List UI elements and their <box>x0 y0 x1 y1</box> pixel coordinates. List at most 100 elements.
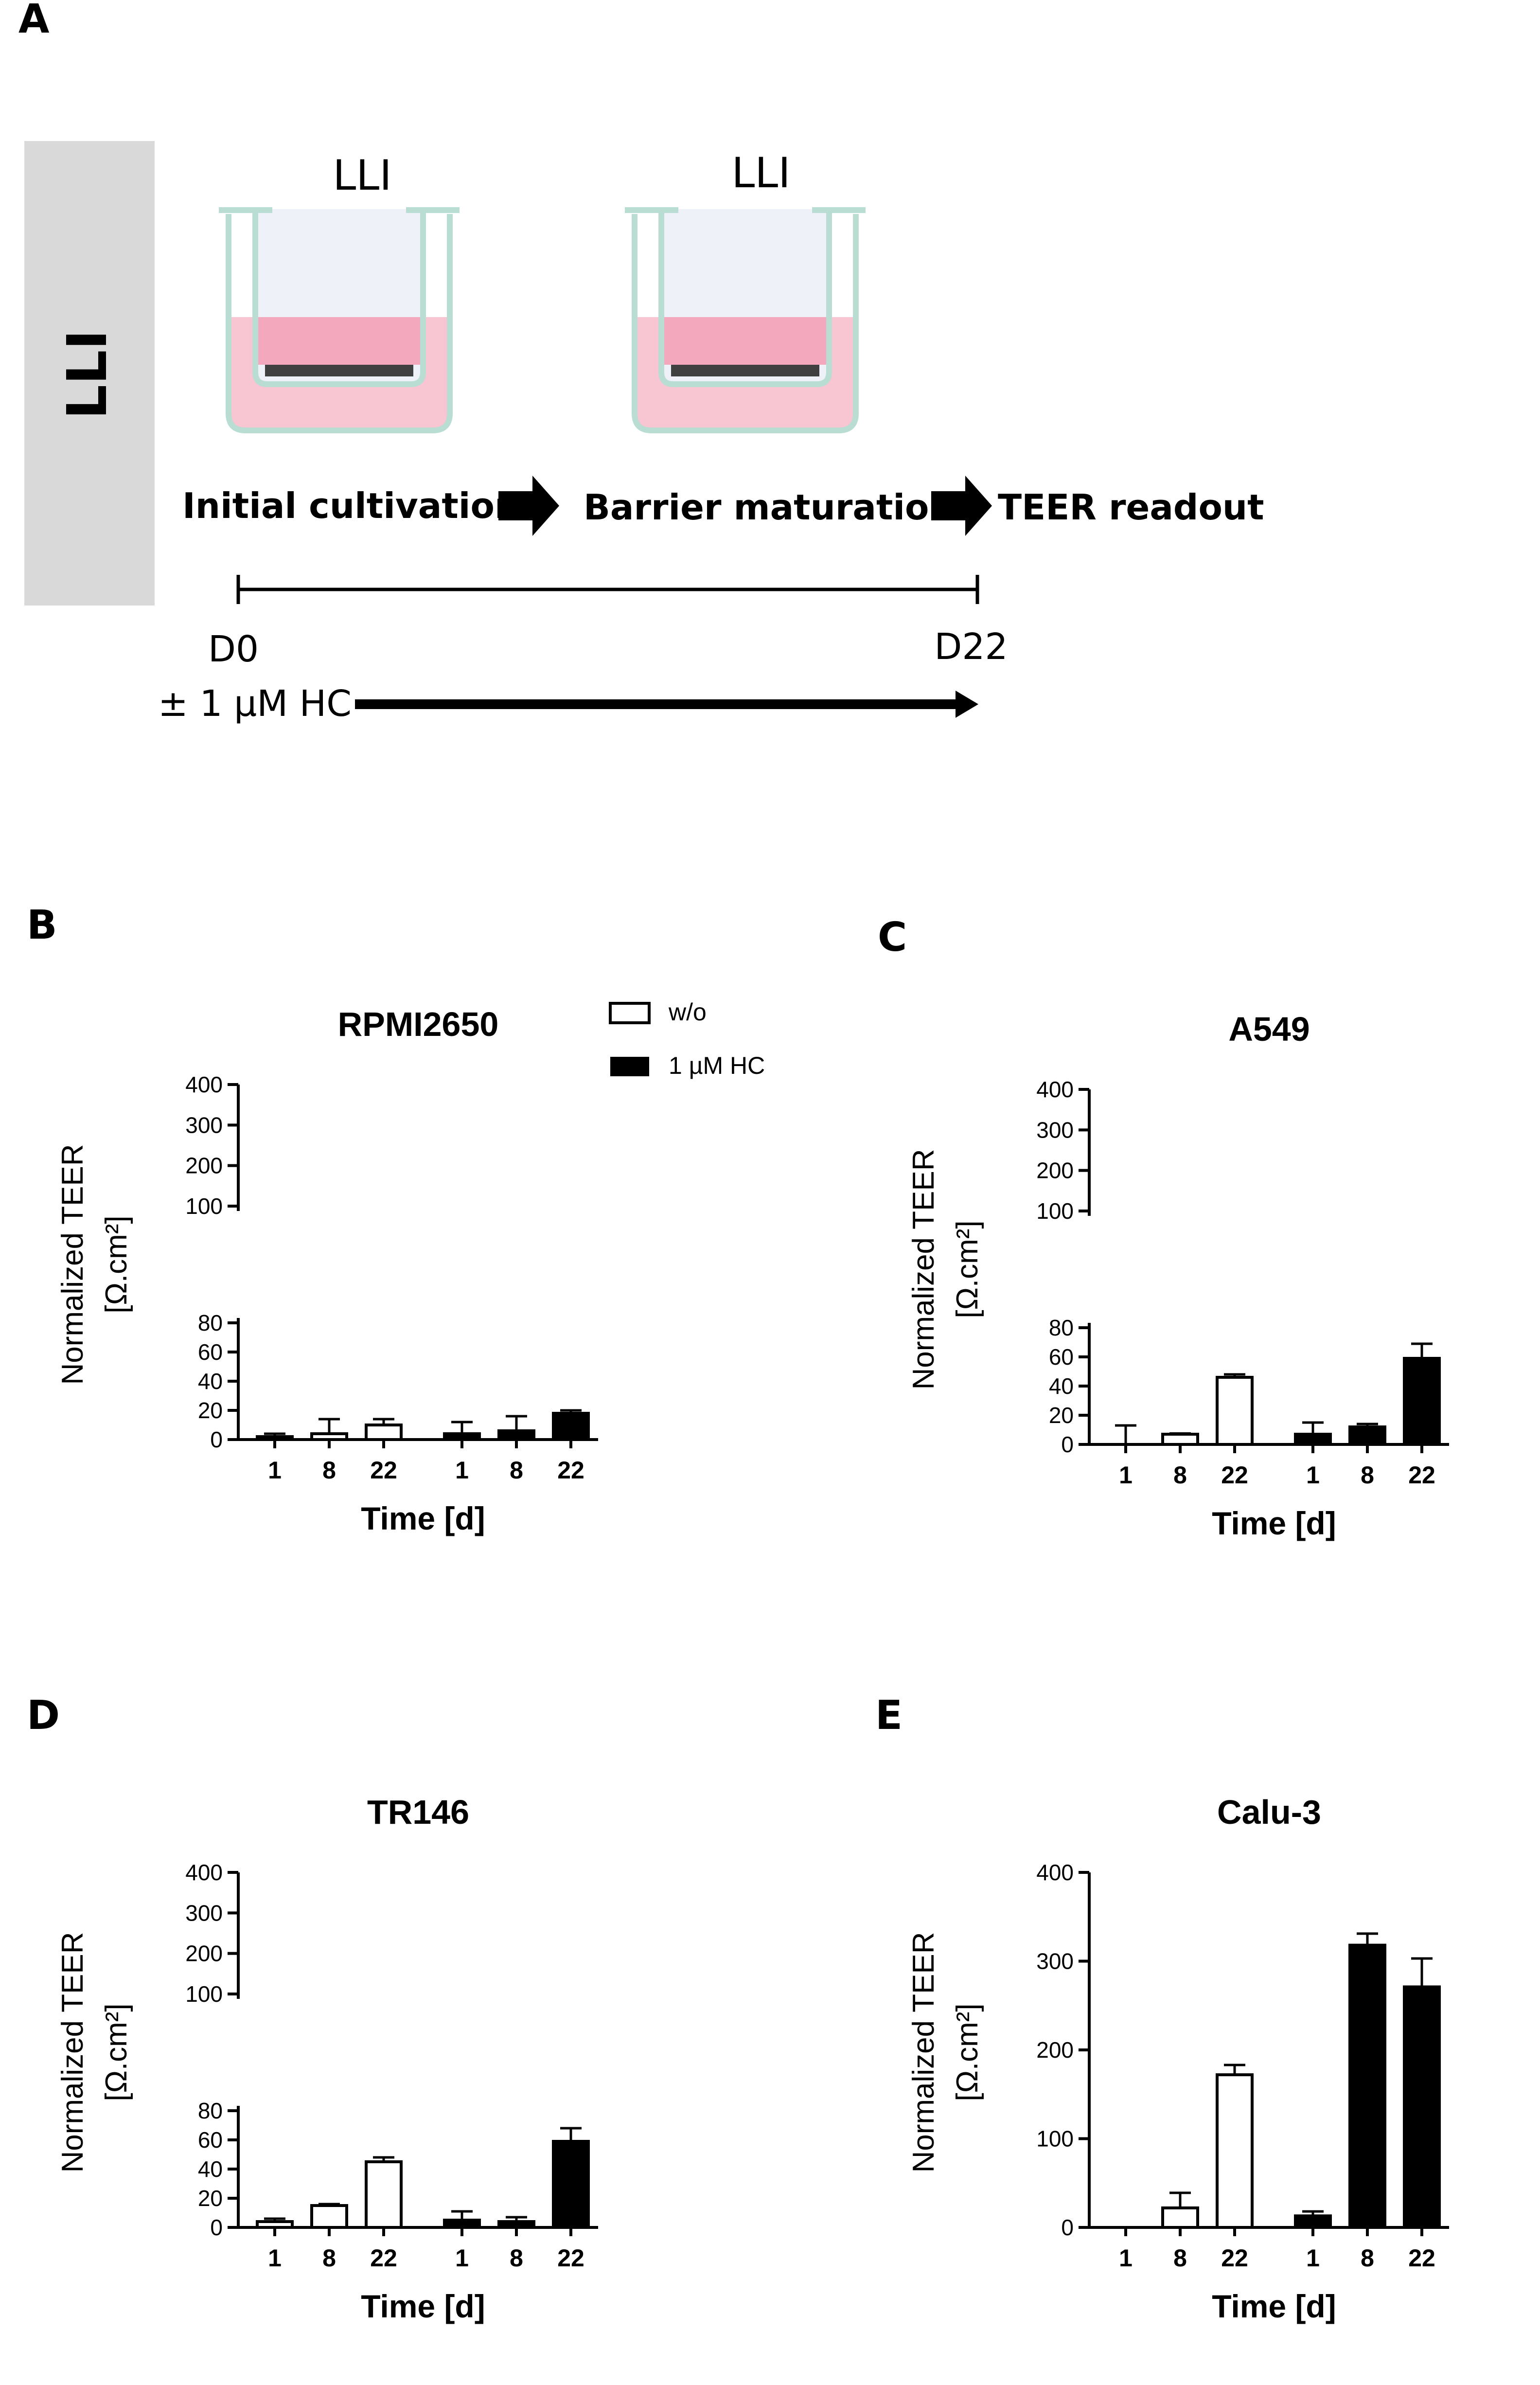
x-tick-label: 1 <box>455 2244 469 2272</box>
x-tick-label: 1 <box>1119 1461 1133 1489</box>
bar <box>443 1432 481 1441</box>
y-tick-label: 40 <box>198 2156 223 2182</box>
panel-letter-c: C <box>878 914 907 961</box>
x-tick-label: 8 <box>1361 2244 1374 2272</box>
y-axis-label-line2: [Ω.cm²] <box>951 1220 984 1318</box>
chart-title: TR146 <box>367 1793 469 1831</box>
timeline-start: D0 <box>208 628 259 670</box>
lli-side-label: LLI <box>56 330 119 419</box>
panel-letter-b: B <box>27 902 57 948</box>
x-axis-label: Time [d] <box>1212 2288 1336 2324</box>
step-arrow-2 <box>931 476 992 536</box>
y-tick-label: 0 <box>210 2215 223 2240</box>
y-axis-label: Normalized TEER [Ω.cm²] <box>907 1149 984 1389</box>
y-axis-label-line1: Normalized TEER <box>56 1144 89 1385</box>
step-initial-cultivation: Initial cultivation <box>182 485 519 526</box>
bar <box>1403 1985 1441 2229</box>
legend: w/o 1 µM HC <box>609 998 765 1079</box>
x-tick-label: 8 <box>510 1457 523 1484</box>
x-tick-label: 22 <box>1408 1461 1435 1489</box>
y-tick-label: 40 <box>1049 1373 1074 1399</box>
bar <box>1161 2206 1199 2229</box>
bar <box>256 2220 294 2229</box>
x-axis-label: Time [d] <box>361 1500 485 1536</box>
y-tick-label: 100 <box>1036 2126 1074 2152</box>
y-tick-label: 20 <box>198 2186 223 2211</box>
x-tick-label: 1 <box>455 1457 469 1484</box>
y-tick-label: 20 <box>198 1398 223 1423</box>
y-axis-label-line1: Normalized TEER <box>56 1932 89 2172</box>
chart-title: A549 <box>1228 1010 1310 1048</box>
bar <box>443 2219 481 2229</box>
x-tick-label: 22 <box>1408 2244 1435 2272</box>
bar <box>365 1424 403 1441</box>
y-axis-label-line2: [Ω.cm²] <box>100 1215 133 1313</box>
bar <box>1161 1433 1199 1446</box>
bar <box>365 2160 403 2229</box>
x-tick-label: 1 <box>1306 2244 1320 2272</box>
chart-title: RPMI2650 <box>338 1005 499 1043</box>
bar <box>497 1429 535 1441</box>
x-tick-label: 22 <box>370 1457 397 1484</box>
y-tick-label: 300 <box>185 1900 223 1925</box>
bar <box>1294 2214 1332 2229</box>
panel-letter-d: D <box>27 1692 60 1739</box>
well-2-label: LLI <box>731 149 790 197</box>
bar <box>552 1412 590 1441</box>
y-tick-label: 400 <box>1036 1860 1074 1885</box>
y-tick-label: 0 <box>1061 2215 1074 2240</box>
x-tick-label: 1 <box>1119 2244 1133 2272</box>
chart-a549: A549 Normalized TEER [Ω.cm²] 100 200 300 400 0 2… <box>907 1010 1449 1541</box>
y-tick-label: 60 <box>1049 1344 1074 1370</box>
y-tick-label: 200 <box>185 1941 223 1966</box>
bar <box>1216 1376 1254 1446</box>
y-tick-label: 80 <box>198 2098 223 2123</box>
y-tick-label: 100 <box>185 1981 223 2007</box>
transwell-well-2 <box>625 207 866 433</box>
y-tick-label: 100 <box>185 1193 223 1219</box>
y-tick-label: 400 <box>185 1072 223 1097</box>
x-tick-label: 8 <box>1173 2244 1187 2272</box>
y-axis-label: Normalized TEER [Ω.cm²] <box>907 1932 984 2172</box>
treatment-label: ± 1 µM HC <box>158 683 352 725</box>
x-tick-label: 22 <box>557 2244 584 2272</box>
timeline-end: D22 <box>934 626 1008 668</box>
x-axis-label: Time [d] <box>361 2288 485 2324</box>
bar <box>1216 2073 1254 2229</box>
y-tick-label: 0 <box>1061 1432 1074 1457</box>
y-tick-label: 400 <box>185 1860 223 1885</box>
x-tick-label: 22 <box>1221 1461 1248 1489</box>
y-axis-label-line1: Normalized TEER <box>907 1149 940 1389</box>
y-tick-label: 80 <box>198 1310 223 1335</box>
y-tick-label: 300 <box>185 1112 223 1138</box>
step-barrier-maturation: Barrier maturation <box>584 487 954 528</box>
lli-side-bar <box>24 141 155 605</box>
y-tick-label: 200 <box>1036 2037 1074 2063</box>
y-axis-label: Normalized TEER [Ω.cm²] <box>56 1932 133 2172</box>
step-arrow-1 <box>498 476 559 536</box>
y-tick-label: 300 <box>1036 1949 1074 1974</box>
y-tick-label: 60 <box>198 1339 223 1365</box>
bar <box>310 2204 348 2229</box>
x-tick-label: 22 <box>557 1457 584 1484</box>
bar <box>1403 1357 1441 1446</box>
chart-title: Calu-3 <box>1217 1793 1321 1831</box>
y-tick-label: 100 <box>1036 1198 1074 1224</box>
bar <box>1294 1433 1332 1446</box>
x-tick-label: 1 <box>1306 1461 1320 1489</box>
x-axis-label: Time [d] <box>1212 1505 1336 1541</box>
chart-tr146: TR146 Normalized TEER [Ω.cm²] 100 200 300 400 0… <box>56 1793 598 2324</box>
y-tick-label: 400 <box>1036 1077 1074 1102</box>
y-axis-label-line2: [Ω.cm²] <box>951 2003 984 2101</box>
step-teer-readout: TEER readout <box>998 487 1264 528</box>
y-tick-label: 60 <box>198 2127 223 2153</box>
y-tick-label: 20 <box>1049 1403 1074 1428</box>
legend-label-hc: 1 µM HC <box>669 1052 765 1079</box>
y-tick-label: 200 <box>185 1153 223 1178</box>
bar <box>256 1435 294 1441</box>
legend-swatch-wo <box>609 1002 651 1024</box>
panel-a-schematic: LLI LLI LLI Initial cultivation Barrier … <box>24 141 1264 725</box>
treatment-arrow <box>355 691 978 718</box>
y-axis-label-line1: Normalized TEER <box>907 1932 940 2172</box>
panel-letter-e: E <box>875 1692 903 1739</box>
